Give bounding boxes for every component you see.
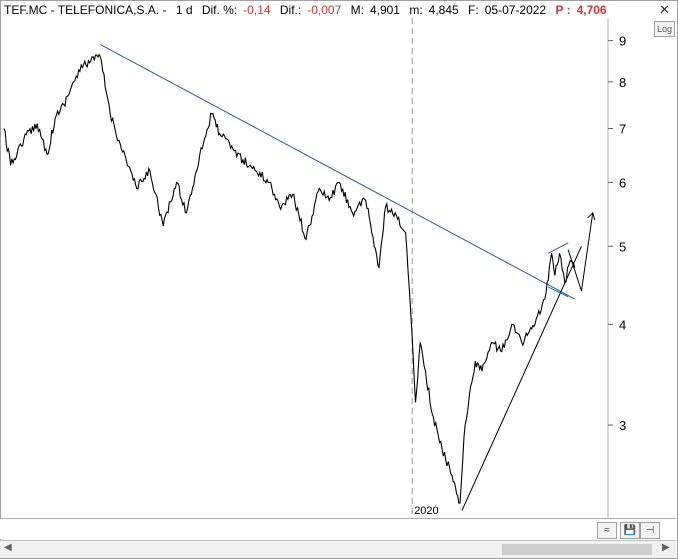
- trendline-0: [100, 44, 576, 300]
- trendline-2: [548, 242, 569, 254]
- trendline-3: [548, 286, 569, 298]
- horizontal-scrollbar[interactable]: ◀ ▶: [0, 540, 676, 558]
- y-tick-label: 4: [619, 317, 626, 332]
- y-tick-label: 5: [619, 239, 626, 254]
- date-label: F:: [468, 3, 479, 17]
- year-marker-label: 2020: [414, 505, 438, 517]
- dif-pct-label: Dif. %:: [201, 3, 238, 17]
- dif-label: Dif.:: [279, 3, 302, 17]
- scroll-right-icon[interactable]: ▶: [662, 542, 670, 553]
- y-tick-label: 9: [619, 34, 626, 49]
- save-icon[interactable]: 💾: [620, 522, 640, 539]
- scrollbar-thumb[interactable]: [502, 544, 652, 555]
- dif-value: -0,007: [307, 3, 342, 17]
- scroll-left-icon[interactable]: ◀: [4, 542, 12, 553]
- max-label: M:: [350, 3, 364, 17]
- max-value: 4,901: [369, 3, 400, 17]
- y-tick-label: 6: [619, 175, 626, 190]
- price-label: P :: [555, 3, 571, 17]
- min-label: m:: [409, 3, 423, 17]
- wave-icon[interactable]: ≈: [597, 522, 617, 539]
- min-value: 4,845: [428, 3, 459, 17]
- y-tick-label: 7: [619, 122, 626, 137]
- y-tick-label: 3: [619, 418, 626, 433]
- pin-icon[interactable]: ⊣: [640, 522, 660, 539]
- period-label: 1 d: [175, 3, 193, 17]
- y-tick-label: 8: [619, 75, 626, 90]
- price-series-line: [3, 53, 576, 504]
- close-icon[interactable]: ✕: [659, 2, 670, 17]
- trendline-1: [461, 246, 582, 511]
- date-value: 05-07-2022: [484, 3, 547, 17]
- dif-pct-value: -0,14: [243, 3, 271, 17]
- quote-header: TEF.MC - TELEFONICA,S.A. - 1 d Dif. %: -0…: [4, 2, 613, 18]
- log-scale-button[interactable]: Log: [654, 21, 675, 37]
- projection-arrowhead: [587, 211, 596, 221]
- projection-path: [567, 212, 594, 292]
- price-value: 4,706: [576, 3, 607, 17]
- symbol-label: TEF.MC - TELEFONICA,S.A. -: [4, 3, 167, 17]
- x-axis-bar: [0, 518, 676, 539]
